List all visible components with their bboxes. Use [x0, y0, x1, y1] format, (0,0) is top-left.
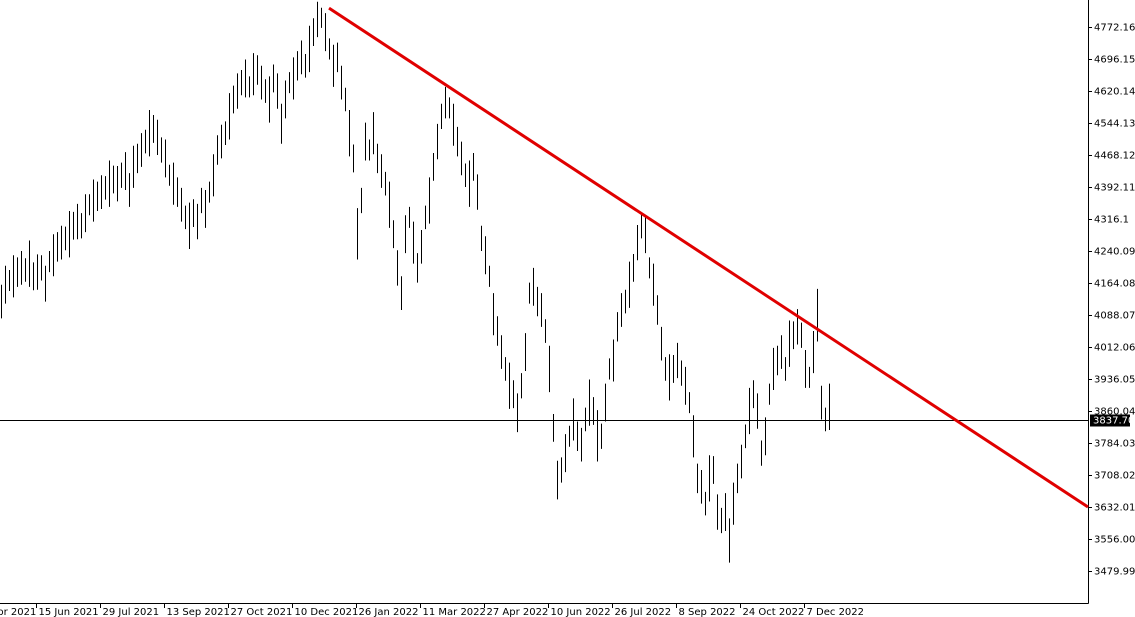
x-tick-label: 24 Oct 2022 [743, 607, 805, 617]
y-tick-label: 4544.13 [1094, 119, 1135, 130]
y-tick-label: 3784.03 [1094, 439, 1135, 450]
x-tick-label: 10 Dec 2021 [295, 607, 359, 617]
y-tick-label: 4164.08 [1094, 279, 1135, 290]
price-label: 3837.70 [1093, 416, 1134, 427]
y-tick-label: 4696.15 [1094, 55, 1135, 66]
x-tick-label: 7 Dec 2022 [807, 607, 865, 617]
y-tick-label: 4316.1 [1094, 215, 1129, 226]
x-tick-label: 15 Jun 2021 [39, 607, 99, 617]
y-tick-label: 3860.04 [1094, 407, 1135, 418]
x-tick-label: 13 Sep 2021 [167, 607, 230, 617]
y-tick-label: 4468.12 [1094, 151, 1135, 162]
x-tick-label: 27 Apr 2022 [487, 607, 549, 617]
y-tick-label: 3708.02 [1094, 471, 1135, 482]
trend-line [328, 6, 1089, 509]
y-tick-label: 4240.09 [1094, 247, 1135, 258]
y-tick-label: 3936.05 [1094, 375, 1135, 386]
y-tick-label: 4012.06 [1094, 343, 1135, 354]
x-tick-label: 10 Jun 2022 [551, 607, 611, 617]
price-label-box [1090, 414, 1130, 427]
x-tick-label: 29 Jul 2021 [103, 607, 160, 617]
x-tick-label: 8 Sep 2022 [679, 607, 736, 617]
y-tick-label: 4088.07 [1094, 311, 1135, 322]
x-tick-label: 27 Oct 2021 [231, 607, 293, 617]
y-tick-label: 4620.14 [1094, 87, 1135, 98]
x-tick-label: 26 Jul 2022 [615, 607, 672, 617]
y-tick-label: 4392.11 [1094, 183, 1135, 194]
y-tick-label: 3632.01 [1094, 503, 1135, 514]
x-tick-label: 30 Apr 2021 [0, 607, 36, 617]
x-tick-label: 11 Mar 2022 [423, 607, 486, 617]
y-tick-label: 4772.16 [1094, 23, 1135, 34]
y-tick-label: 3556.00 [1094, 535, 1135, 546]
y-tick-label: 3479.99 [1094, 567, 1135, 578]
x-tick-label: 26 Jan 2022 [359, 607, 419, 617]
